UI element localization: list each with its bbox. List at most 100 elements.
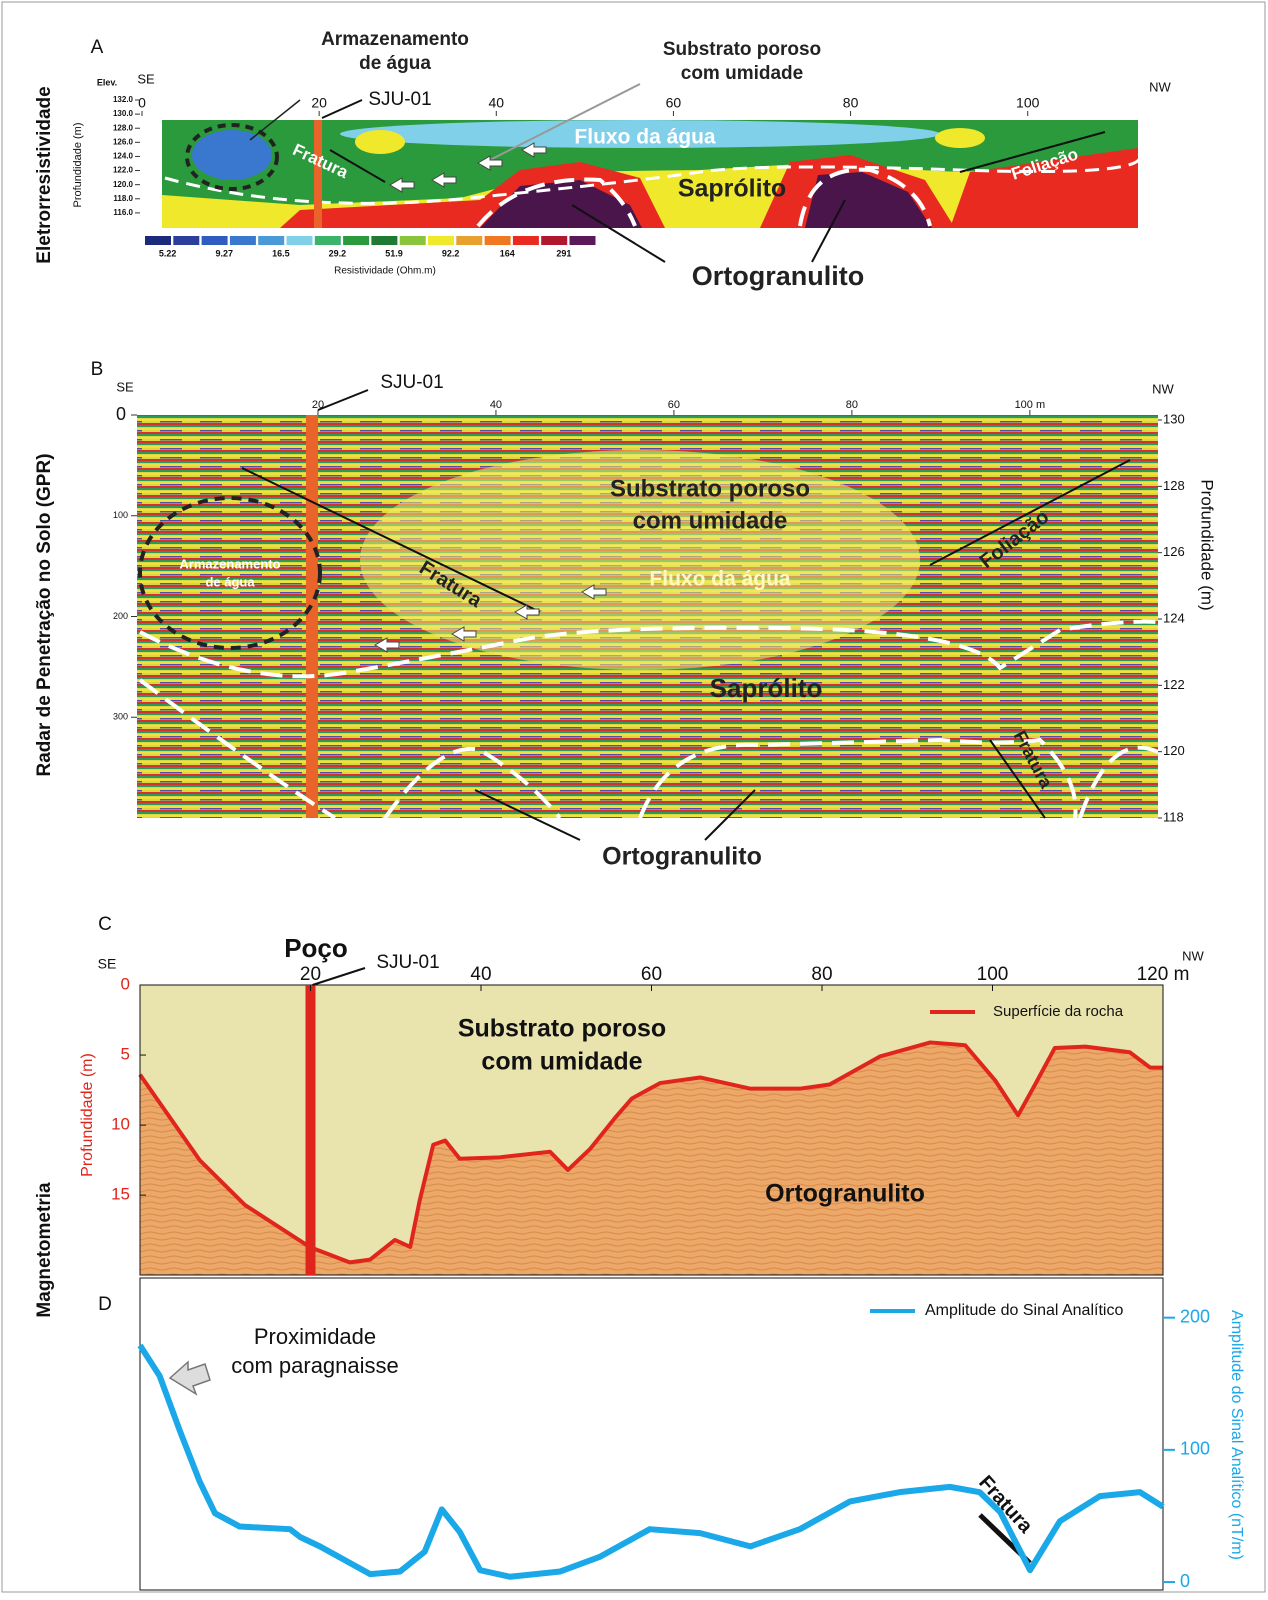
well [306,985,316,1275]
annotation: Armazenamento [321,29,469,50]
annotation: com umidade [681,63,803,84]
colorbar-label: Resistividade (Ohm.m) [334,266,436,277]
annotation: Substrato poroso [610,475,810,502]
well-label: SJU-01 [368,89,431,110]
x-tick-label: 40 [490,399,502,411]
annotation: de água [359,53,431,74]
y-tick-label: 200 [113,611,128,621]
colorbar-swatch [258,236,284,245]
colorbar-swatch [230,236,256,245]
y2-tick-label: 122 [1163,677,1185,692]
annotation: Fluxo da água [574,126,716,149]
x-tick-label: 20 [311,95,327,111]
direction: NW [1149,79,1171,94]
annotation: Saprólito [678,175,786,203]
y-axis-label: Profundidade (m) [72,123,84,208]
y2-tick-label: 100 [1180,1439,1210,1459]
annotation: com umidade [481,1048,642,1076]
page: Eletrorresistividade Radar de Penetração … [0,0,1268,1595]
direction: SE [137,71,155,86]
colorbar-swatch [173,236,199,245]
colorbar-swatch [428,236,454,245]
x-tick-label: 100 m [1015,399,1046,411]
y-tick-label: 100 [113,510,128,520]
y-tick-label: 118.0 [113,194,133,203]
legend-label: Amplitude do Sinal Analítico [925,1302,1123,1319]
x-tick-label: 100 [977,964,1009,985]
x-tick-label: 60 [641,964,662,985]
colorbar-swatch [485,236,511,245]
annotation: Ortogranulito [692,261,864,291]
colorbar-swatch [570,236,596,245]
annotation: com paragnaisse [231,1353,399,1378]
annotation: Substrato poroso [663,39,821,60]
annotation: de água [205,574,255,589]
colorbar-tick-label: 92.2 [442,248,460,258]
direction: SE [98,956,117,972]
annotation: Substrato poroso [458,1015,666,1043]
colorbar-swatch [400,236,426,245]
y-tick-label: 5 [121,1045,130,1064]
y2-tick-label: 124 [1163,610,1185,625]
colorbar-swatch [287,236,313,245]
y-tick-label: 116.0 [113,208,133,217]
annotation: Armazenamento [179,556,280,571]
colorbar-swatch [456,236,482,245]
x-tick-label: 100 [1016,95,1040,111]
colorbar-tick-label: 29.2 [329,248,347,258]
arrow [170,1362,210,1394]
colorbar-swatch [145,236,171,245]
colorbar-swatch [541,236,567,245]
y-tick-label: 128.0 [113,123,134,132]
y-tick-label: 124.0 [113,152,134,161]
y2-tick-label: 200 [1180,1306,1210,1326]
annotation: Ortogranulito [602,843,762,871]
y-tick-label: 126.0 [113,137,134,146]
well-title: Poço [284,933,348,963]
well-label: SJU-01 [376,952,439,973]
panel-label: B [91,359,104,380]
y-tick-label: 300 [113,712,128,722]
y-tick-label: 0 [116,404,126,424]
panel-label: D [98,1294,112,1315]
direction: NW [1152,381,1174,396]
y-tick-label: 132.0 [113,95,134,104]
colorbar-swatch [343,236,369,245]
y2-tick-label: 126 [1163,544,1185,559]
panel-label: C [98,914,112,935]
x-tick-label: 40 [488,95,504,111]
y-tick-label: 0 [121,974,130,993]
colorbar-tick-label: 164 [500,248,515,258]
annotation: Saprólito [710,673,823,703]
y-axis-label: Profundidade (m) [79,1053,96,1177]
x-tick-label: 80 [811,964,832,985]
colorbar-swatch [371,236,397,245]
direction: SE [116,379,134,394]
direction: NW [1182,948,1204,963]
y-tick-label: 122.0 [113,166,134,175]
legend-label: Superfície da rocha [993,1003,1124,1020]
y2-tick-label: 118 [1163,809,1184,824]
row-label: Magnetometria [34,1182,55,1318]
resistivity-image [162,84,1140,262]
y-tick-label: 130.0 [113,109,134,118]
x-tick-label: 60 [668,399,680,411]
annotation: Proximidade [254,1324,376,1349]
annotation: Fluxo da água [649,568,791,591]
row-label: Radar de Penetração no Solo (GPR) [34,453,55,776]
colorbar-tick-label: 51.9 [385,248,403,258]
colorbar-tick-label: 291 [556,248,571,258]
y2-tick-label: 128 [1163,478,1185,493]
x-tick-label: 40 [470,964,491,985]
x-tick-label: 80 [843,95,859,111]
y2-axis-label: Profundidade (m) [1198,479,1217,610]
colorbar-swatch [202,236,228,245]
colorbar-tick-label: 16.5 [272,248,290,258]
x-tick-label: 60 [666,95,682,111]
well-label: SJU-01 [380,372,443,393]
row-label: Eletrorresistividade [34,86,55,263]
x-tick-label: 80 [846,399,858,411]
figure: Eletrorresistividade Radar de Penetração … [0,0,1268,1595]
colorbar-tick-label: 5.22 [159,248,177,258]
y2-tick-label: 0 [1180,1571,1190,1591]
